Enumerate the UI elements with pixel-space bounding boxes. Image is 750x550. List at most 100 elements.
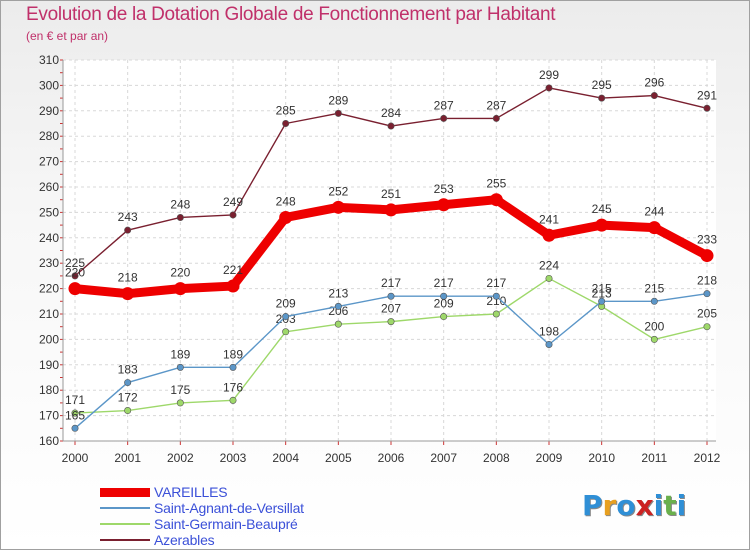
data-point-saint-germain-beaupre (703, 323, 711, 331)
data-label-azerables: 249 (223, 195, 243, 209)
legend-item-vareilles: VAREILLES (100, 484, 304, 500)
data-label-saint-agnant-de-versillat: 215 (592, 281, 612, 295)
data-label-vareilles: 253 (434, 182, 454, 196)
data-point-azerables (387, 122, 395, 130)
data-label-azerables: 284 (381, 106, 401, 120)
data-label-saint-agnant-de-versillat: 183 (118, 363, 138, 377)
data-point-saint-germain-beaupre (387, 318, 395, 326)
legend: VAREILLES Saint-Agnant-de-Versillat Sain… (100, 484, 304, 548)
y-tick-label: 240 (39, 231, 59, 245)
data-label-vareilles: 220 (65, 266, 85, 280)
data-point-azerables (650, 92, 658, 100)
data-label-azerables: 243 (118, 210, 138, 224)
data-label-vareilles: 244 (644, 205, 664, 219)
data-label-saint-agnant-de-versillat: 217 (434, 276, 454, 290)
proxiti-logo: Proxiti (582, 489, 687, 522)
data-point-azerables (176, 213, 184, 221)
data-point-saint-agnant-de-versillat (650, 297, 658, 305)
data-point-saint-agnant-de-versillat (598, 297, 606, 305)
x-tick-label: 2012 (694, 451, 721, 465)
data-label-saint-germain-beaupre: 171 (65, 393, 85, 407)
y-tick-label: 200 (39, 332, 59, 346)
data-point-saint-agnant-de-versillat (703, 290, 711, 298)
data-point-saint-germain-beaupre (334, 320, 342, 328)
data-label-saint-germain-beaupre: 224 (539, 258, 559, 272)
chart-title: Evolution de la Dotation Globale de Fonc… (26, 4, 556, 25)
y-tick-label: 260 (39, 180, 59, 194)
x-tick-label: 2008 (483, 451, 510, 465)
data-point-azerables (440, 114, 448, 122)
y-tick-label: 210 (39, 307, 59, 321)
data-point-vareilles (68, 282, 82, 296)
data-label-vareilles: 220 (170, 266, 190, 280)
data-point-saint-agnant-de-versillat (334, 302, 342, 310)
data-label-azerables: 299 (539, 68, 559, 82)
x-tick-label: 2000 (62, 451, 89, 465)
legend-label: Saint-Germain-Beaupré (154, 516, 298, 532)
data-label-saint-agnant-de-versillat: 165 (65, 408, 85, 422)
data-label-vareilles: 221 (223, 263, 243, 277)
data-point-saint-agnant-de-versillat (124, 379, 132, 387)
x-tick-label: 2001 (114, 451, 141, 465)
data-label-azerables: 285 (276, 104, 296, 118)
data-point-saint-agnant-de-versillat (176, 363, 184, 371)
legend-item-azerables: Azerables (100, 532, 304, 548)
data-point-saint-germain-beaupre (71, 409, 79, 417)
legend-label: VAREILLES (154, 484, 228, 500)
x-tick-label: 2009 (536, 451, 563, 465)
data-label-saint-agnant-de-versillat: 218 (697, 274, 717, 288)
y-tick-label: 290 (39, 104, 59, 118)
data-label-vareilles: 233 (697, 233, 717, 247)
x-tick-label: 2002 (167, 451, 194, 465)
y-tick-label: 250 (39, 205, 59, 219)
x-tick-label: 2007 (430, 451, 457, 465)
x-tick-label: 2003 (220, 451, 247, 465)
x-tick-label: 2005 (325, 451, 352, 465)
x-tick-label: 2006 (378, 451, 405, 465)
data-label-saint-agnant-de-versillat: 189 (223, 347, 243, 361)
y-tick-label: 180 (39, 383, 59, 397)
legend-swatch-saint-germain (100, 523, 150, 525)
data-label-saint-germain-beaupre: 207 (381, 302, 401, 316)
data-point-vareilles (384, 203, 398, 217)
data-point-azerables (124, 226, 132, 234)
data-label-saint-germain-beaupre: 210 (486, 294, 506, 308)
data-point-azerables (492, 114, 500, 122)
data-point-saint-agnant-de-versillat (492, 292, 500, 300)
data-point-saint-agnant-de-versillat (282, 313, 290, 321)
y-tick-label: 170 (39, 409, 59, 423)
data-label-azerables: 225 (65, 256, 85, 270)
data-point-saint-agnant-de-versillat (387, 292, 395, 300)
data-point-azerables (282, 120, 290, 128)
y-tick-label: 300 (39, 78, 59, 92)
data-point-saint-agnant-de-versillat (545, 340, 553, 348)
data-point-saint-germain-beaupre (124, 407, 132, 415)
data-point-vareilles (647, 221, 661, 235)
data-point-saint-germain-beaupre (440, 313, 448, 321)
data-point-saint-agnant-de-versillat (229, 363, 237, 371)
data-label-vareilles: 255 (486, 177, 506, 191)
data-point-saint-germain-beaupre (545, 274, 553, 282)
data-label-saint-agnant-de-versillat: 209 (276, 297, 296, 311)
data-label-saint-agnant-de-versillat: 217 (381, 276, 401, 290)
data-label-saint-germain-beaupre: 176 (223, 380, 243, 394)
data-point-azerables (334, 109, 342, 117)
data-point-vareilles (437, 198, 451, 212)
data-label-vareilles: 248 (276, 194, 296, 208)
y-tick-label: 230 (39, 256, 59, 270)
data-label-saint-germain-beaupre: 175 (170, 383, 190, 397)
data-point-saint-agnant-de-versillat (440, 292, 448, 300)
legend-swatch-saint-agnant (100, 507, 150, 509)
data-label-vareilles: 251 (381, 187, 401, 201)
y-tick-label: 190 (39, 358, 59, 372)
data-label-vareilles: 241 (539, 212, 559, 226)
data-label-saint-agnant-de-versillat: 189 (170, 347, 190, 361)
data-point-azerables (71, 272, 79, 280)
y-tick-label: 280 (39, 129, 59, 143)
data-point-vareilles (595, 218, 609, 232)
legend-swatch-azerables (100, 539, 150, 541)
data-point-vareilles (331, 200, 345, 214)
legend-item-saint-germain: Saint-Germain-Beaupré (100, 516, 304, 532)
data-label-azerables: 289 (328, 93, 348, 107)
data-label-vareilles: 252 (328, 184, 348, 198)
